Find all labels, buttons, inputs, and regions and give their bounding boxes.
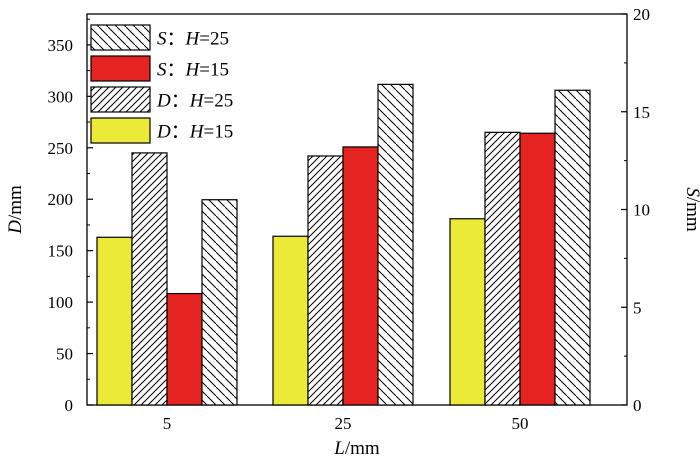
- legend-label-sep: ：: [167, 29, 186, 50]
- legend-label-param: H: [189, 122, 205, 143]
- y-right-tick-label: 15: [633, 103, 650, 122]
- bar-s-H15-25: [342, 146, 379, 406]
- y-right-axis-title-var: S: [682, 187, 700, 197]
- y-left-axis-title-var: D: [5, 220, 26, 235]
- legend-label-value: =15: [199, 60, 229, 81]
- legend-label-value: =25: [199, 29, 229, 50]
- bar-d-H15-50: [449, 218, 486, 406]
- legend-label-var: S: [157, 29, 167, 50]
- y-left-tick-label: 350: [48, 36, 74, 55]
- bar-d-H25-5: [131, 152, 168, 406]
- y-right-tick-label: 0: [633, 396, 642, 415]
- x-axis-title-var: L: [333, 438, 345, 459]
- y-left-axis-title: D/mm: [5, 185, 26, 235]
- x-tick-label: 50: [512, 414, 529, 433]
- legend-swatch-s-H25: [90, 24, 151, 51]
- y-left-tick-label: 200: [48, 190, 74, 209]
- legend-label-param: H: [189, 91, 205, 112]
- bar-s-H25-5: [201, 199, 238, 406]
- legend-label-sep: ：: [171, 91, 190, 112]
- bar-d-H15-25: [272, 235, 309, 406]
- x-tick-label: 25: [335, 414, 352, 433]
- x-axis-title-unit: /mm: [345, 438, 380, 459]
- legend-swatch-d-H15: [90, 117, 151, 144]
- bar-d-H25-25: [307, 155, 344, 406]
- legend-label-var: D: [156, 91, 171, 112]
- legend-label-var: D: [156, 122, 171, 143]
- y-right-tick-label: 20: [633, 5, 650, 24]
- y-left-tick-label: 250: [48, 139, 74, 158]
- y-right-tick-label: 5: [633, 298, 642, 317]
- bar-s-H25-25: [377, 83, 414, 406]
- bar-s-H25-50: [554, 89, 591, 406]
- bar-s-H15-5: [166, 292, 203, 406]
- legend-label: S：H=15: [157, 60, 229, 81]
- y-left-tick-label: 0: [65, 396, 74, 415]
- legend-label: D：H=25: [156, 91, 233, 112]
- legend-label-param: H: [185, 60, 201, 81]
- y-left-axis-title-unit: /mm: [5, 185, 26, 220]
- legend-label-var: S: [157, 60, 167, 81]
- legend-label: S：H=25: [157, 29, 229, 50]
- y-left-tick-label: 100: [48, 293, 74, 312]
- legend-swatch-d-H25: [90, 86, 151, 113]
- y-left-tick-label: 50: [56, 345, 73, 364]
- y-right-tick-label: 10: [633, 201, 650, 220]
- x-axis-title: L/mm: [333, 438, 380, 459]
- plot-area: 5 25 5005010015020025030035005101520L/mmD/…: [5, 5, 700, 459]
- legend: S：H=25S：H=15D：H=25D：H=15: [90, 24, 233, 144]
- y-right-axis-title-unit: /mm: [682, 197, 700, 232]
- y-left-tick-label: 150: [48, 242, 74, 261]
- legend-label: D：H=15: [156, 122, 233, 143]
- legend-label-value: =15: [203, 122, 233, 143]
- legend-label-param: H: [185, 29, 201, 50]
- x-tick-label: 5: [163, 414, 172, 433]
- y-left-tick-label: 300: [48, 87, 74, 106]
- legend-label-sep: ：: [167, 60, 186, 81]
- bar-s-H15-50: [519, 132, 556, 406]
- legend-label-sep: ：: [171, 122, 190, 143]
- legend-label-value: =25: [203, 91, 233, 112]
- y-right-axis-title: S/mm: [682, 187, 700, 232]
- bar-d-H25-50: [484, 131, 521, 406]
- legend-swatch-s-H15: [90, 55, 151, 82]
- bar-d-H15-5: [96, 236, 133, 406]
